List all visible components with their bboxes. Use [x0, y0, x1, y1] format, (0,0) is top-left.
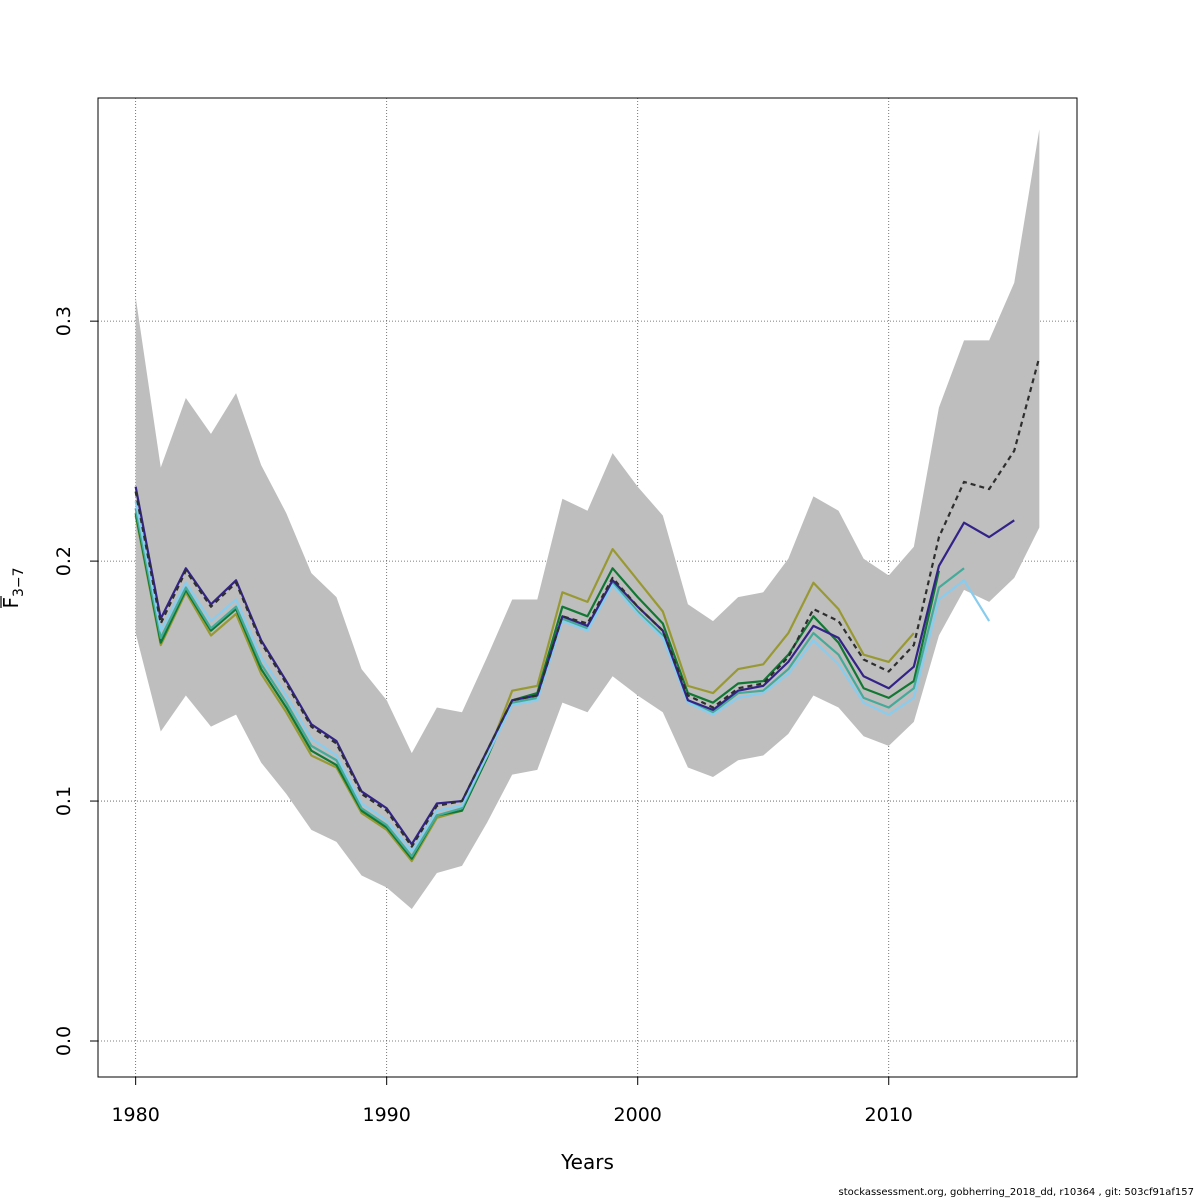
y-axis: 0.0 0.1 0.2 0.3	[53, 306, 99, 1056]
x-axis: 1980 1990 2000 2010	[111, 1076, 913, 1126]
y-tick-label: 0.3	[53, 306, 75, 336]
footer-credit: stockassessment.org, gobherring_2018_dd,…	[838, 1187, 1194, 1198]
y-axis-title-main: F	[0, 597, 23, 609]
y-tick-label: 0.1	[53, 786, 75, 816]
x-axis-title: Years	[560, 1150, 614, 1174]
y-tick-label: 0.2	[53, 546, 75, 576]
confidence-band	[135, 129, 1040, 910]
series-line	[134, 500, 991, 853]
y-axis-title: F3−7	[0, 567, 27, 608]
series-line	[134, 486, 1015, 846]
y-axis-title-subscript: 3−7	[11, 567, 27, 597]
series-line	[134, 515, 915, 863]
x-tick-label: 1980	[111, 1104, 159, 1126]
confidence-band-area	[135, 129, 1040, 910]
x-tick-label: 2010	[865, 1104, 913, 1126]
series-lines	[134, 356, 1041, 863]
x-tick-label: 2000	[614, 1104, 662, 1126]
svg-text:F3−7: F3−7	[0, 567, 27, 608]
y-tick-label: 0.0	[53, 1026, 75, 1056]
x-tick-label: 1990	[362, 1104, 410, 1126]
series-line	[134, 356, 1041, 848]
